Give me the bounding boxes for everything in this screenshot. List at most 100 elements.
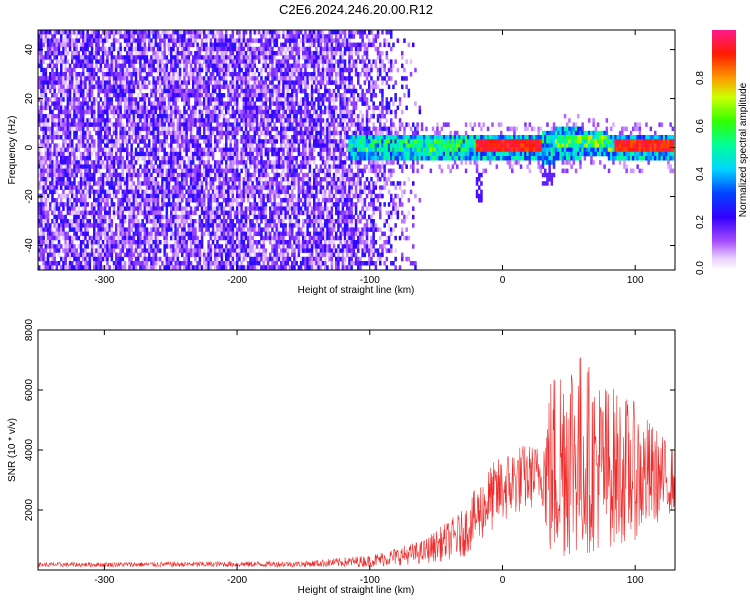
heatmap-cell [251,76,254,81]
heatmap-cell [214,105,217,111]
heatmap-cell [183,114,186,119]
heatmap-cell [71,227,74,232]
heatmap-cell [84,252,87,258]
heatmap-cell [57,126,61,132]
heatmap-cell [42,164,45,169]
heatmap-cell [238,76,241,81]
heatmap-cell [183,143,186,148]
heatmap-cell [174,235,177,241]
heatmap-cell [225,177,228,182]
heatmap-cell [104,122,107,127]
heatmap-cell [119,88,122,94]
heatmap-cell [82,93,85,98]
heatmap-cell [154,84,158,90]
heatmap-cell [68,63,72,69]
heatmap-cell [51,76,54,81]
heatmap-cell [51,46,54,52]
heatmap-cell [194,223,197,228]
heatmap-cell [238,231,241,237]
heatmap-cell [75,97,78,102]
heatmap-cell [88,67,92,73]
heatmap-cell [77,109,81,115]
heatmap-cell [229,93,232,98]
heatmap-cell [55,164,59,169]
heatmap-cell [77,189,81,195]
heatmap-cell [130,88,133,94]
heatmap-cell [60,135,63,140]
heatmap-cell [216,59,219,64]
heatmap-cell [73,256,76,262]
heatmap-cell [196,34,199,39]
heatmap-cell [218,122,221,127]
heatmap-cell [227,198,230,203]
heatmap-cell [112,185,116,190]
heatmap-cell [253,93,257,98]
heatmap-cell [196,97,199,102]
heatmap-cell [119,114,122,119]
heatmap-cell [262,143,265,148]
heatmap-cell [148,101,151,106]
heatmap-cell [62,51,65,56]
heatmap-cell [187,38,191,43]
heatmap-cell [112,80,116,85]
heatmap-cell [249,151,252,157]
heatmap-cell [60,185,63,190]
heatmap-cell [161,109,164,115]
heatmap-cell [148,168,151,174]
heatmap-cell [203,160,206,165]
heatmap-cell [244,143,248,148]
heatmap-cell [156,46,160,52]
heatmap-cell [227,46,230,52]
heatmap-cell [266,177,270,182]
heatmap-cell [68,181,72,186]
heatmap-cell [44,118,48,123]
heatmap-cell [167,38,171,43]
heatmap-cell [258,109,261,115]
heatmap-cell [161,101,164,106]
heatmap-cell [115,55,118,60]
heatmap-cell [231,189,235,195]
heatmap-cell [178,67,182,73]
heatmap-cell [196,240,199,245]
heatmap-cell [44,93,48,98]
heatmap-cell [165,67,169,73]
heatmap-cell [273,76,276,81]
heatmap-cell [216,42,219,48]
heatmap-cell [73,130,76,136]
heatmap-cell [218,42,221,48]
heatmap-cell [266,164,270,169]
heatmap-cell [95,84,98,90]
heatmap-cell [251,185,254,190]
heatmap-cell [42,156,45,161]
heatmap-cell [106,168,109,174]
heatmap-cell [123,244,127,249]
heatmap-cell [238,252,241,258]
heatmap-cell [176,38,180,43]
heatmap-cell [73,193,76,199]
heatmap-cell [66,105,70,111]
heatmap-cell [79,164,83,169]
heatmap-cell [53,34,56,39]
heatmap-cell [211,164,215,169]
heatmap-cell [49,80,52,85]
heatmap-cell [145,55,149,60]
heatmap-cell [49,265,52,270]
heatmap-cell [73,84,76,90]
heatmap-cell [178,206,182,211]
heatmap-cell [128,227,131,232]
heatmap-cell [247,93,250,98]
heatmap-cell [253,189,257,195]
heatmap-cell [205,105,208,111]
heatmap-cell [121,248,125,253]
heatmap-cell [62,139,65,144]
heatmap-cell [253,193,257,199]
heatmap-cell [275,76,279,81]
heatmap-cell [266,76,270,81]
heatmap-cell [137,223,140,228]
heatmap-cell [238,193,241,199]
heatmap-cell [220,181,224,186]
heatmap-cell [126,181,129,186]
heatmap-cell [101,181,105,186]
heatmap-cell [86,223,89,228]
heatmap-cell [244,151,248,157]
